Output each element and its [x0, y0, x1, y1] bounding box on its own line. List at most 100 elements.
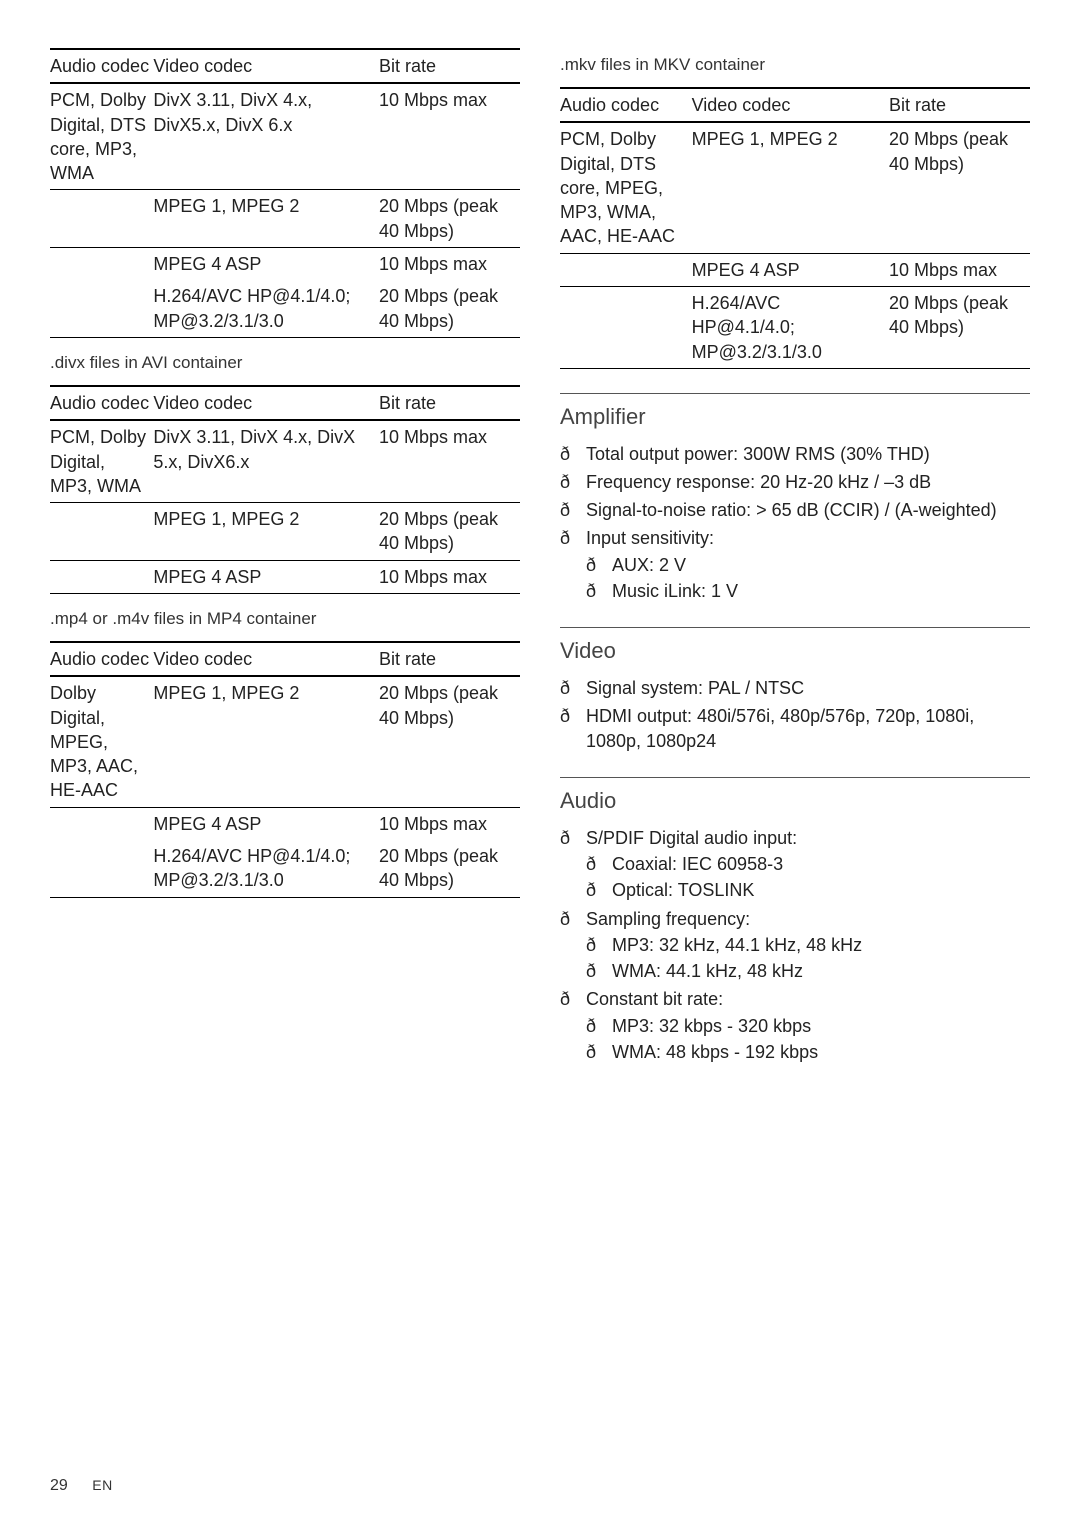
codec-table: Audio codecVideo codecBit ratePCM, Dolby… [50, 385, 520, 594]
table-cell [560, 287, 692, 369]
table-cell: MPEG 1, MPEG 2 [153, 676, 379, 807]
spec-item: Input sensitivity:AUX: 2 VMusic iLink: 1… [560, 526, 1030, 603]
spec-list: Signal system: PAL / NTSC HDMI output: 48… [560, 676, 1030, 753]
spec-subitem: WMA: 48 kbps - 192 kbps [586, 1040, 1030, 1064]
table-header: Video codec [153, 642, 379, 676]
table-header: Bit rate [889, 88, 1030, 122]
table-cell: PCM, Dolby Digital, MP3, WMA [50, 420, 153, 502]
table-header: Audio codec [50, 49, 153, 83]
table-cell: 20 Mbps (peak 40 Mbps) [379, 676, 520, 807]
table-cell: MPEG 4 ASP [692, 253, 889, 286]
table-row: MPEG 4 ASP10 Mbps max [560, 253, 1030, 286]
table-cell: PCM, Dolby Digital, DTS core, MPEG, MP3,… [560, 122, 692, 253]
left-column: Audio codecVideo codecBit ratePCM, Dolby… [50, 48, 520, 1068]
table-cell: MPEG 1, MPEG 2 [153, 503, 379, 561]
table-row: MPEG 1, MPEG 220 Mbps (peak 40 Mbps) [50, 190, 520, 248]
table-cell: 10 Mbps max [889, 253, 1030, 286]
spec-item: Frequency response: 20 Hz-20 kHz / –3 dB [560, 470, 1030, 494]
table-cell [50, 840, 153, 897]
table-cell: H.264/AVC HP@4.1/4.0; MP@3.2/3.1/3.0 [153, 840, 379, 897]
table-cell [50, 248, 153, 281]
table-cell: PCM, Dolby Digital, DTS core, MP3, WMA [50, 83, 153, 190]
table-cell [50, 280, 153, 337]
table-cell: MPEG 4 ASP [153, 807, 379, 840]
table-row: MPEG 4 ASP10 Mbps max [50, 248, 520, 281]
table-header: Bit rate [379, 49, 520, 83]
table-cell: 10 Mbps max [379, 807, 520, 840]
table-cell: DivX 3.11, DivX 4.x, DivX 5.x, DivX6.x [153, 420, 379, 502]
table-cell: 20 Mbps (peak 40 Mbps) [379, 280, 520, 337]
table-cell: MPEG 4 ASP [153, 560, 379, 593]
table-cell: 20 Mbps (peak 40 Mbps) [889, 287, 1030, 369]
section-title-audio: Audio [560, 777, 1030, 816]
codec-table: Audio codecVideo codecBit rateDolby Digi… [50, 641, 520, 898]
spec-sublist: AUX: 2 VMusic iLink: 1 V [586, 553, 1030, 604]
spec-item: Constant bit rate:MP3: 32 kbps - 320 kbp… [560, 987, 1030, 1064]
spec-sublist: Coaxial: IEC 60958-3Optical: TOSLINK [586, 852, 1030, 903]
codec-table: Audio codecVideo codecBit ratePCM, Dolby… [50, 48, 520, 338]
spec-subitem: AUX: 2 V [586, 553, 1030, 577]
table-header: Video codec [153, 386, 379, 420]
table-row: Dolby Digital, MPEG, MP3, AAC, HE-AACMPE… [50, 676, 520, 807]
table-cell: MPEG 4 ASP [153, 248, 379, 281]
table-cell: H.264/AVC HP@4.1/4.0; MP@3.2/3.1/3.0 [153, 280, 379, 337]
table-header: Audio codec [50, 386, 153, 420]
spec-item: Total output power: 300W RMS (30% THD) [560, 442, 1030, 466]
table-cell: 10 Mbps max [379, 560, 520, 593]
table-cell [50, 503, 153, 561]
table-cell [50, 190, 153, 248]
spec-list: S/PDIF Digital audio input:Coaxial: IEC … [560, 826, 1030, 1065]
spec-item: Signal-to-noise ratio: > 65 dB (CCIR) / … [560, 498, 1030, 522]
table-cell: MPEG 1, MPEG 2 [692, 122, 889, 253]
spec-subitem: MP3: 32 kHz, 44.1 kHz, 48 kHz [586, 933, 1030, 957]
table-row: MPEG 4 ASP10 Mbps max [50, 560, 520, 593]
spec-sublist: MP3: 32 kbps - 320 kbpsWMA: 48 kbps - 19… [586, 1014, 1030, 1065]
table-row: MPEG 1, MPEG 220 Mbps (peak 40 Mbps) [50, 503, 520, 561]
table-cell: 20 Mbps (peak 40 Mbps) [379, 503, 520, 561]
table-caption: .mkv files in MKV container [560, 54, 1030, 77]
spec-subitem: WMA: 44.1 kHz, 48 kHz [586, 959, 1030, 983]
codec-table: Audio codecVideo codecBit rate PCM, Dolby… [560, 87, 1030, 369]
spec-item: Signal system: PAL / NTSC [560, 676, 1030, 700]
table-cell: 20 Mbps (peak 40 Mbps) [889, 122, 1030, 253]
spec-item: S/PDIF Digital audio input:Coaxial: IEC … [560, 826, 1030, 903]
table-header: Audio codec [560, 88, 692, 122]
section-title-video: Video [560, 627, 1030, 666]
table-cell: 20 Mbps (peak 40 Mbps) [379, 840, 520, 897]
table-cell: Dolby Digital, MPEG, MP3, AAC, HE-AAC [50, 676, 153, 807]
table-cell: MPEG 1, MPEG 2 [153, 190, 379, 248]
spec-sublist: MP3: 32 kHz, 44.1 kHz, 48 kHzWMA: 44.1 k… [586, 933, 1030, 984]
table-header: Video codec [153, 49, 379, 83]
table-header: Bit rate [379, 386, 520, 420]
table-row: MPEG 4 ASP10 Mbps max [50, 807, 520, 840]
table-cell [50, 560, 153, 593]
table-caption: .divx files in AVI container [50, 352, 520, 375]
table-cell [560, 253, 692, 286]
table-cell: H.264/AVC HP@4.1/4.0; MP@3.2/3.1/3.0 [692, 287, 889, 369]
table-header: Bit rate [379, 642, 520, 676]
table-row: H.264/AVC HP@4.1/4.0; MP@3.2/3.1/3.020 M… [560, 287, 1030, 369]
table-cell: 10 Mbps max [379, 420, 520, 502]
table-row: PCM, Dolby Digital, DTS core, MP3, WMADi… [50, 83, 520, 190]
table-cell: DivX 3.11, DivX 4.x, DivX5.x, DivX 6.x [153, 83, 379, 190]
table-header: Video codec [692, 88, 889, 122]
spec-subitem: Music iLink: 1 V [586, 579, 1030, 603]
page-number: 29 [50, 1477, 68, 1494]
spec-item: HDMI output: 480i/576i, 480p/576p, 720p,… [560, 704, 1030, 753]
table-cell: 10 Mbps max [379, 248, 520, 281]
table-row: H.264/AVC HP@4.1/4.0; MP@3.2/3.1/3.020 M… [50, 280, 520, 337]
spec-item: Sampling frequency:MP3: 32 kHz, 44.1 kHz… [560, 907, 1030, 984]
spec-list: Total output power: 300W RMS (30% THD) Fr… [560, 442, 1030, 604]
table-cell: 20 Mbps (peak 40 Mbps) [379, 190, 520, 248]
table-row: PCM, Dolby Digital, DTS core, MPEG, MP3,… [560, 122, 1030, 253]
page-footer: 29 EN [50, 1475, 113, 1497]
section-title-amplifier: Amplifier [560, 393, 1030, 432]
table-row: PCM, Dolby Digital, MP3, WMADivX 3.11, D… [50, 420, 520, 502]
spec-subitem: MP3: 32 kbps - 320 kbps [586, 1014, 1030, 1038]
spec-subitem: Optical: TOSLINK [586, 878, 1030, 902]
right-column: .mkv files in MKV containerAudio codecVi… [560, 48, 1030, 1068]
page-lang: EN [92, 1477, 112, 1493]
table-header: Audio codec [50, 642, 153, 676]
table-row: H.264/AVC HP@4.1/4.0; MP@3.2/3.1/3.020 M… [50, 840, 520, 897]
spec-subitem: Coaxial: IEC 60958-3 [586, 852, 1030, 876]
